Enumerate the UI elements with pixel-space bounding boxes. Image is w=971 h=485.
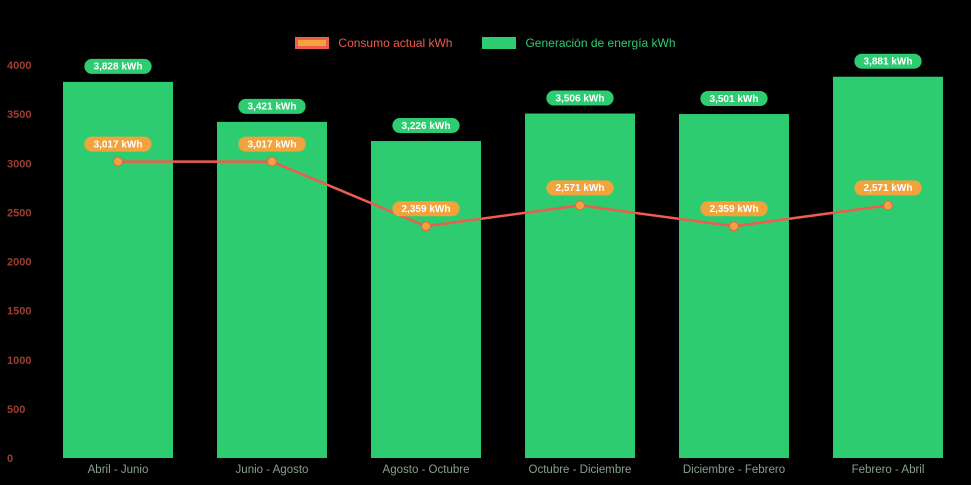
bar-value-badge: 3,501 kWh [700,91,768,107]
line-value-badge: 3,017 kWh [84,136,152,152]
svg-text:3,226 kWh: 3,226 kWh [402,121,451,132]
point-consumo[interactable] [575,200,585,211]
svg-text:3,501 kWh: 3,501 kWh [710,94,759,105]
y-tick-label: 500 [7,404,25,416]
svg-text:3,017 kWh: 3,017 kWh [248,139,297,150]
point-consumo[interactable] [883,200,893,211]
svg-text:3,017 kWh: 3,017 kWh [94,139,143,150]
bar-generacion[interactable] [217,121,327,458]
x-tick-label: Abril - Junio [88,464,149,476]
y-tick-label: 2000 [7,257,31,269]
legend-label-generacion: Generación de energía kWh [525,36,676,50]
x-tick-label: Agosto - Octubre [383,464,470,476]
line-value-badge: 2,571 kWh [546,180,614,196]
bar-value-badge: 3,881 kWh [854,53,922,69]
bar-generacion[interactable] [525,113,635,459]
point-consumo[interactable] [113,156,123,167]
y-tick-label: 4000 [7,60,31,72]
svg-text:3,506 kWh: 3,506 kWh [556,93,605,104]
bar-value-badge: 3,506 kWh [546,90,614,106]
line-value-badge: 2,359 kWh [700,201,768,217]
line-value-badge: 2,571 kWh [854,180,922,196]
y-tick-label: 0 [7,453,13,465]
svg-text:2,359 kWh: 2,359 kWh [402,204,451,215]
bar-generacion[interactable] [679,114,789,459]
y-tick-label: 3000 [7,158,31,170]
line-value-badge: 2,359 kWh [392,201,460,217]
line-value-badge: 3,017 kWh [238,136,306,152]
bar-generacion[interactable] [371,141,481,458]
bar-generacion[interactable] [833,76,943,459]
svg-text:3,881 kWh: 3,881 kWh [864,56,913,67]
svg-text:3,828 kWh: 3,828 kWh [94,62,143,73]
x-tick-label: Octubre - Diciembre [529,464,632,476]
svg-text:3,421 kWh: 3,421 kWh [248,102,297,113]
y-tick-label: 3500 [7,109,31,121]
bar-value-badge: 3,828 kWh [84,58,152,74]
legend-swatch-generacion-icon [482,37,517,49]
legend-label-consumo: Consumo actual kWh [338,36,453,50]
svg-text:2,571 kWh: 2,571 kWh [864,183,913,194]
x-tick-label: Febrero - Abril [852,464,925,476]
chart-legend: Consumo actual kWh Generación de energía… [0,37,971,49]
y-tick-label: 1500 [7,306,31,318]
legend-item-generacion[interactable]: Generación de energía kWh [482,36,676,50]
bar-value-badge: 3,421 kWh [238,98,306,114]
legend-item-consumo[interactable]: Consumo actual kWh [295,37,452,49]
y-tick-label: 2500 [7,207,31,219]
legend-swatch-consumo-icon [295,37,330,49]
point-consumo[interactable] [421,221,431,232]
x-tick-label: Diciembre - Febrero [683,464,785,476]
svg-text:2,359 kWh: 2,359 kWh [710,204,759,215]
point-consumo[interactable] [729,221,739,232]
svg-text:2,571 kWh: 2,571 kWh [556,183,605,194]
y-tick-label: 1000 [7,355,31,367]
point-consumo[interactable] [267,156,277,167]
bar-value-badge: 3,226 kWh [392,118,460,134]
line-consumo [118,160,889,228]
x-tick-label: Junio - Agosto [236,464,309,476]
